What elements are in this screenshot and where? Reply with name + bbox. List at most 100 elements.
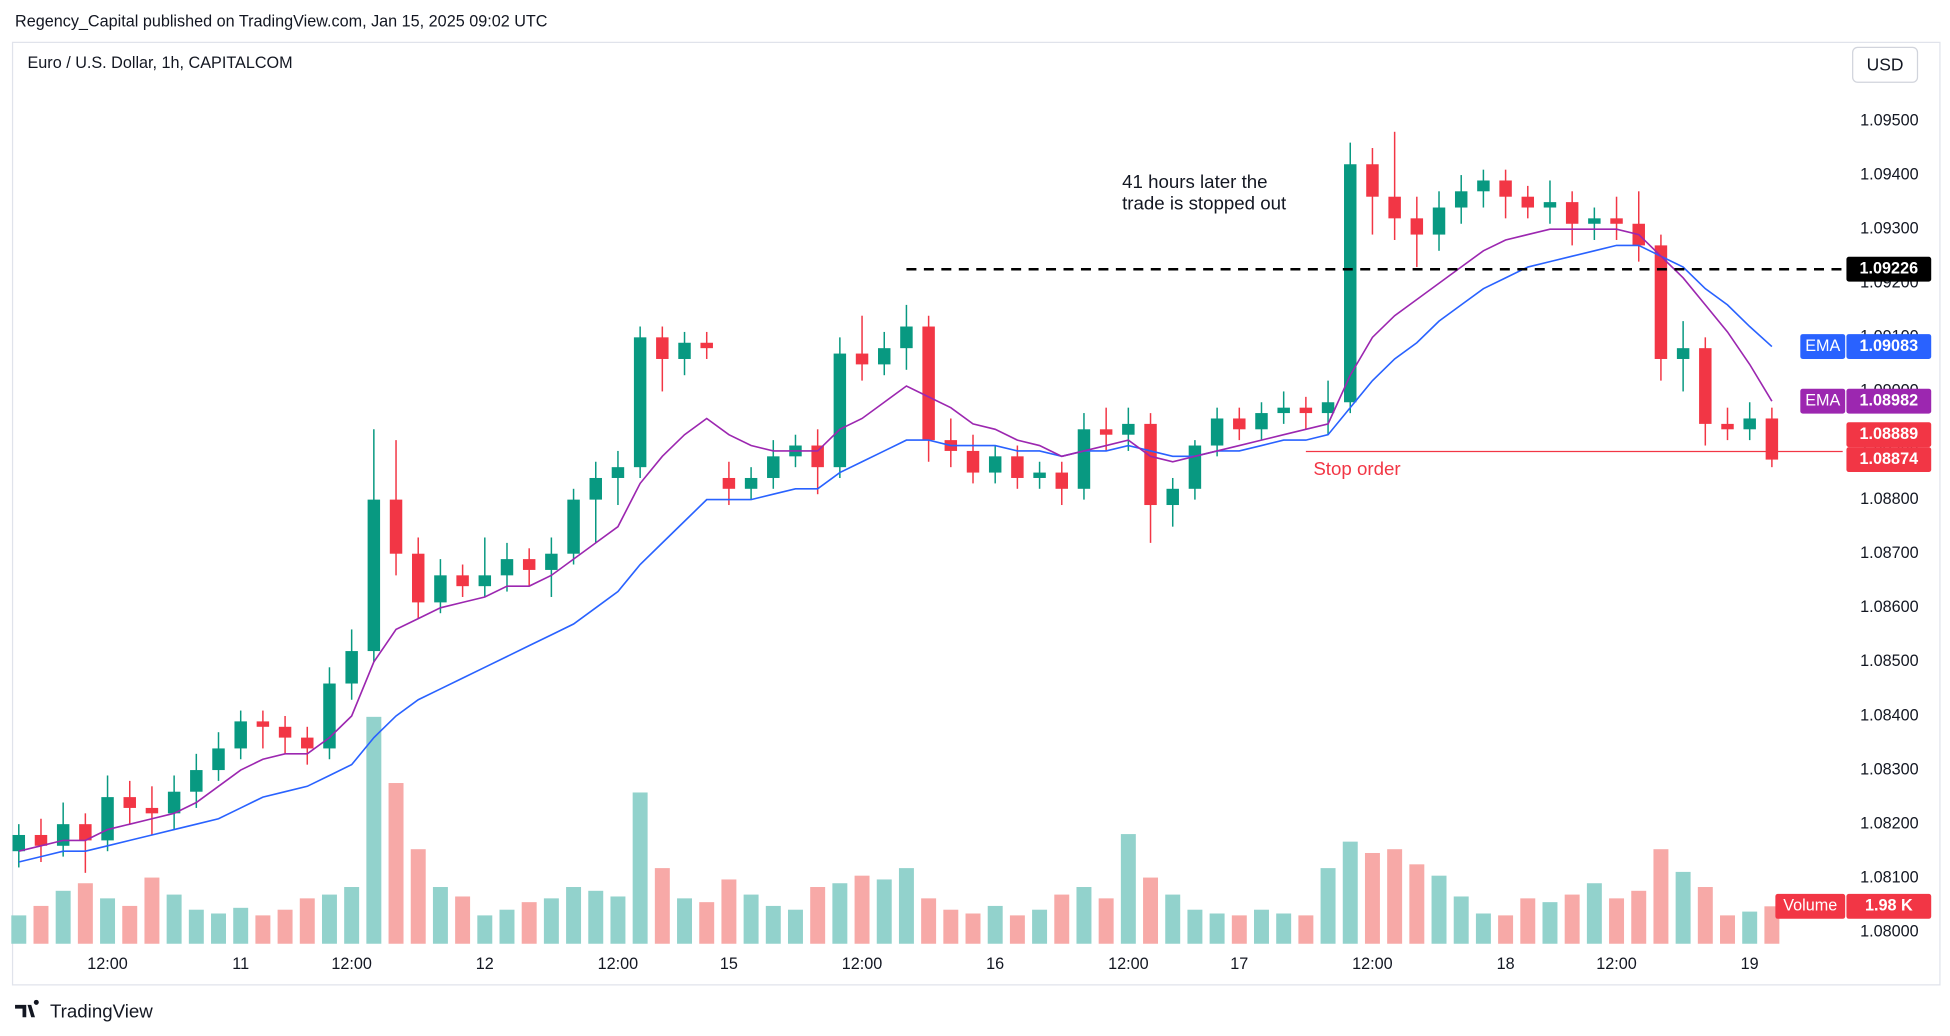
volume-bar [1231, 915, 1247, 944]
candle-body [1055, 472, 1069, 489]
volume-bar [832, 883, 848, 944]
volume-bar [1387, 849, 1403, 944]
candle-body [434, 575, 447, 603]
volume-bar [1675, 871, 1691, 944]
candle-body [1410, 218, 1424, 235]
volume-bar [455, 896, 471, 944]
volume-bar [1431, 875, 1447, 944]
candle-body [123, 797, 136, 808]
candle-body [301, 737, 314, 749]
volume-bar [610, 896, 626, 944]
candle-body [700, 342, 713, 349]
candle-body [1033, 472, 1046, 478]
logo-text: TradingView [50, 1000, 153, 1021]
candle-body [1122, 423, 1135, 435]
volume-bar [854, 875, 870, 944]
volume-bar [943, 909, 959, 944]
volume-bar [1209, 913, 1225, 944]
candle-body [389, 499, 403, 554]
candle-body [767, 456, 780, 478]
volume-bar [366, 716, 382, 944]
candle-body [589, 477, 602, 500]
candle-body [1077, 429, 1091, 489]
candle-body [1432, 207, 1446, 235]
volume-bar [987, 905, 1003, 944]
candle-body [367, 499, 381, 652]
ema-value-label-box [1846, 334, 1932, 360]
candle-body [966, 450, 980, 473]
frame [11, 41, 1941, 986]
volume-bar [122, 905, 138, 944]
volume-bar [277, 909, 293, 944]
candle-body [900, 326, 913, 349]
y-tick-label: 1.09400 [1860, 165, 1919, 183]
volume-bar [1032, 909, 1048, 944]
candle-body [1277, 407, 1290, 414]
volume-bar [898, 868, 914, 944]
volume-bar [55, 890, 71, 944]
volume-bar [144, 877, 160, 944]
candle-body [1521, 196, 1535, 208]
logo-icon [15, 999, 39, 1018]
candle-body [1499, 180, 1512, 197]
candle-body [500, 559, 514, 576]
candle-body [1388, 196, 1401, 219]
candle-body [1765, 418, 1779, 460]
currency-button[interactable] [1852, 46, 1919, 83]
volume-bar [233, 907, 249, 944]
volume-bar [1475, 913, 1491, 944]
stop-price-label-box [1846, 422, 1932, 448]
volume-bar [1364, 852, 1380, 944]
volume-bar [1720, 915, 1735, 944]
symbol-title: Euro / U.S. Dollar, 1h, CAPITALCOM [28, 54, 293, 72]
y-tick-label: 1.09300 [1860, 219, 1919, 237]
volume-bar [566, 887, 582, 944]
currency[interactable]: USD [1867, 55, 1904, 75]
ema-tag-box [1800, 334, 1846, 360]
candle-body [34, 834, 48, 846]
volume-bar [1631, 890, 1647, 944]
candle-body [545, 553, 558, 570]
y-tick-label: 1.08200 [1860, 814, 1919, 832]
candle-body [56, 824, 70, 846]
volume-bar [477, 915, 493, 944]
candle-body [1743, 418, 1756, 430]
candle-body [212, 748, 225, 771]
candle-body [1255, 413, 1268, 430]
ema-tag-box [1800, 388, 1846, 414]
candle-body [1588, 218, 1601, 224]
last-price-label: 1.08874 [1860, 450, 1919, 468]
volume-bar [432, 887, 448, 944]
candle-body [567, 499, 580, 554]
volume-bar [588, 890, 604, 944]
candle-body [345, 651, 358, 684]
candle-body [1565, 202, 1579, 224]
candle-body [656, 337, 669, 359]
header: Regency_Capital published on TradingView… [15, 13, 548, 31]
volume-bar [699, 902, 715, 944]
ema-tag: EMA [1805, 391, 1840, 409]
x-tick-label: 17 [1230, 955, 1248, 973]
candle-body [12, 834, 26, 852]
candle-body [145, 807, 159, 814]
y-tick-label: 1.09500 [1860, 111, 1919, 129]
x-tick-label: 12:00 [1352, 955, 1393, 973]
ema-value-label: 1.09083 [1860, 337, 1919, 355]
y-tick-label: 1.08800 [1860, 490, 1919, 508]
x-tick-label: 19 [1741, 955, 1759, 973]
annotation: 41 hours later the [1122, 171, 1267, 192]
candle-body [1366, 164, 1379, 197]
x-tick-label: 12:00 [1596, 955, 1637, 973]
candle-body [411, 553, 425, 603]
ema-line [18, 244, 1773, 863]
candle-body [744, 477, 758, 489]
volume-bar [1276, 913, 1292, 944]
candle-body [278, 726, 292, 738]
volume-bar [876, 879, 892, 944]
volume-bar [787, 909, 803, 944]
volume-bar [166, 894, 182, 944]
candle-body [1166, 488, 1179, 506]
volume-bar [1453, 896, 1469, 944]
